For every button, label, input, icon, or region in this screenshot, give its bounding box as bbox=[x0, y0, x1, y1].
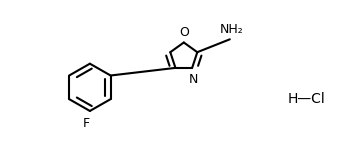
Text: NH₂: NH₂ bbox=[220, 24, 244, 36]
Text: N: N bbox=[189, 73, 198, 86]
Text: O: O bbox=[179, 26, 189, 39]
Text: H—Cl: H—Cl bbox=[288, 92, 325, 106]
Text: F: F bbox=[83, 117, 90, 130]
